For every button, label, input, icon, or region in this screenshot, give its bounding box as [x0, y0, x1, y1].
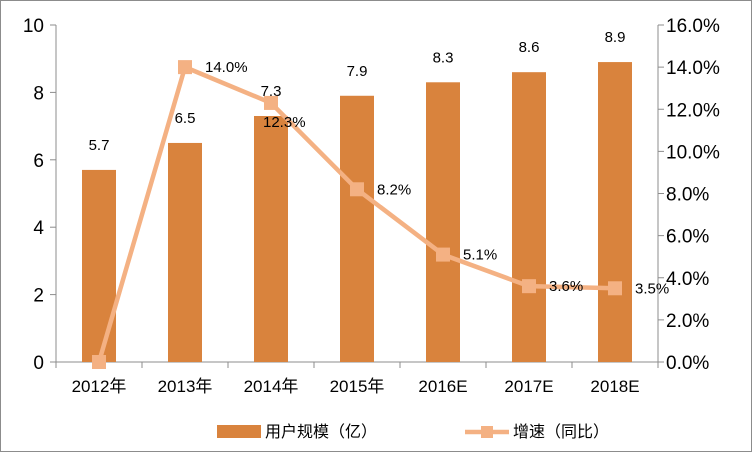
line-layer — [92, 60, 622, 369]
line-point-marker — [436, 247, 450, 262]
x-tick-label: 2012年 — [72, 377, 127, 396]
bar — [82, 169, 116, 362]
line-data-label: 8.2% — [377, 181, 411, 198]
y-right-tick-label: 16.0% — [666, 16, 720, 37]
line-point-marker — [264, 95, 278, 110]
line-point-marker — [92, 355, 106, 369]
y-right-tick-label: 10.0% — [666, 142, 720, 163]
line-data-label: 3.6% — [549, 278, 583, 295]
legend-label-line: 增速（同比） — [513, 423, 609, 441]
line-data-label: 5.1% — [463, 247, 497, 264]
y-left-tick-label: 8 — [33, 83, 44, 104]
y-left-tick-label: 10 — [23, 16, 44, 37]
x-tick-label: 2014年 — [244, 377, 299, 396]
y-right-tick-label: 8.0% — [666, 185, 709, 206]
bars-layer — [82, 62, 632, 363]
line-data-label: 3.5% — [635, 280, 669, 297]
y-right-tick-label: 0.0% — [666, 353, 709, 374]
x-tick-label: 2017E — [504, 377, 553, 396]
line-data-label: 12.3% — [263, 114, 306, 131]
line-point-marker — [178, 60, 192, 75]
bar — [254, 115, 288, 363]
line-data-label: 14.0% — [205, 59, 248, 76]
legend-label-bar: 用户规模（亿） — [265, 423, 377, 441]
line-point-marker — [522, 279, 536, 294]
y-right-tick-label: 14.0% — [666, 58, 720, 79]
line-point-marker — [350, 182, 364, 197]
axes-layer: 02468100.0%2.0%4.0%6.0%8.0%10.0%12.0%14.… — [23, 16, 720, 396]
x-tick-label: 2015年 — [330, 377, 385, 396]
bar-data-label: 7.3 — [261, 83, 282, 100]
bar — [168, 142, 202, 362]
bar — [598, 62, 632, 362]
bar-data-label: 6.5 — [175, 110, 196, 127]
y-left-tick-label: 2 — [33, 286, 44, 307]
bar-data-label: 7.9 — [347, 63, 368, 80]
y-left-tick-label: 6 — [33, 151, 44, 172]
line-labels-layer: 14.0% 12.3% 8.2% 5.1% 3.6% 3.5% — [205, 59, 669, 297]
x-tick-label: 2013年 — [158, 377, 213, 396]
y-right-tick-label: 6.0% — [666, 227, 709, 248]
y-right-tick-label: 12.0% — [666, 100, 720, 121]
bar — [512, 72, 546, 363]
bar-labels-layer: 5.7 6.5 7.3 7.9 8.3 8.6 8.9 — [89, 29, 626, 154]
y-right-tick-label: 4.0% — [666, 269, 709, 290]
bar — [340, 95, 374, 363]
y-left-tick-label: 0 — [33, 353, 44, 374]
legend-swatch-marker — [481, 426, 493, 438]
x-tick-label: 2018E — [590, 377, 639, 396]
bar-data-label: 5.7 — [89, 137, 110, 154]
bar-data-label: 8.3 — [433, 49, 454, 66]
y-left-tick-label: 4 — [33, 218, 44, 239]
y-right-tick-label: 2.0% — [666, 311, 709, 332]
bar — [426, 82, 460, 362]
legend-swatch-bar — [217, 425, 261, 438]
bar-data-label: 8.9 — [605, 29, 626, 46]
x-tick-label: 2016E — [418, 377, 467, 396]
line-point-marker — [608, 281, 622, 296]
legend: 用户规模（亿） 增速（同比） — [217, 423, 609, 441]
bar-data-label: 8.6 — [519, 39, 540, 56]
